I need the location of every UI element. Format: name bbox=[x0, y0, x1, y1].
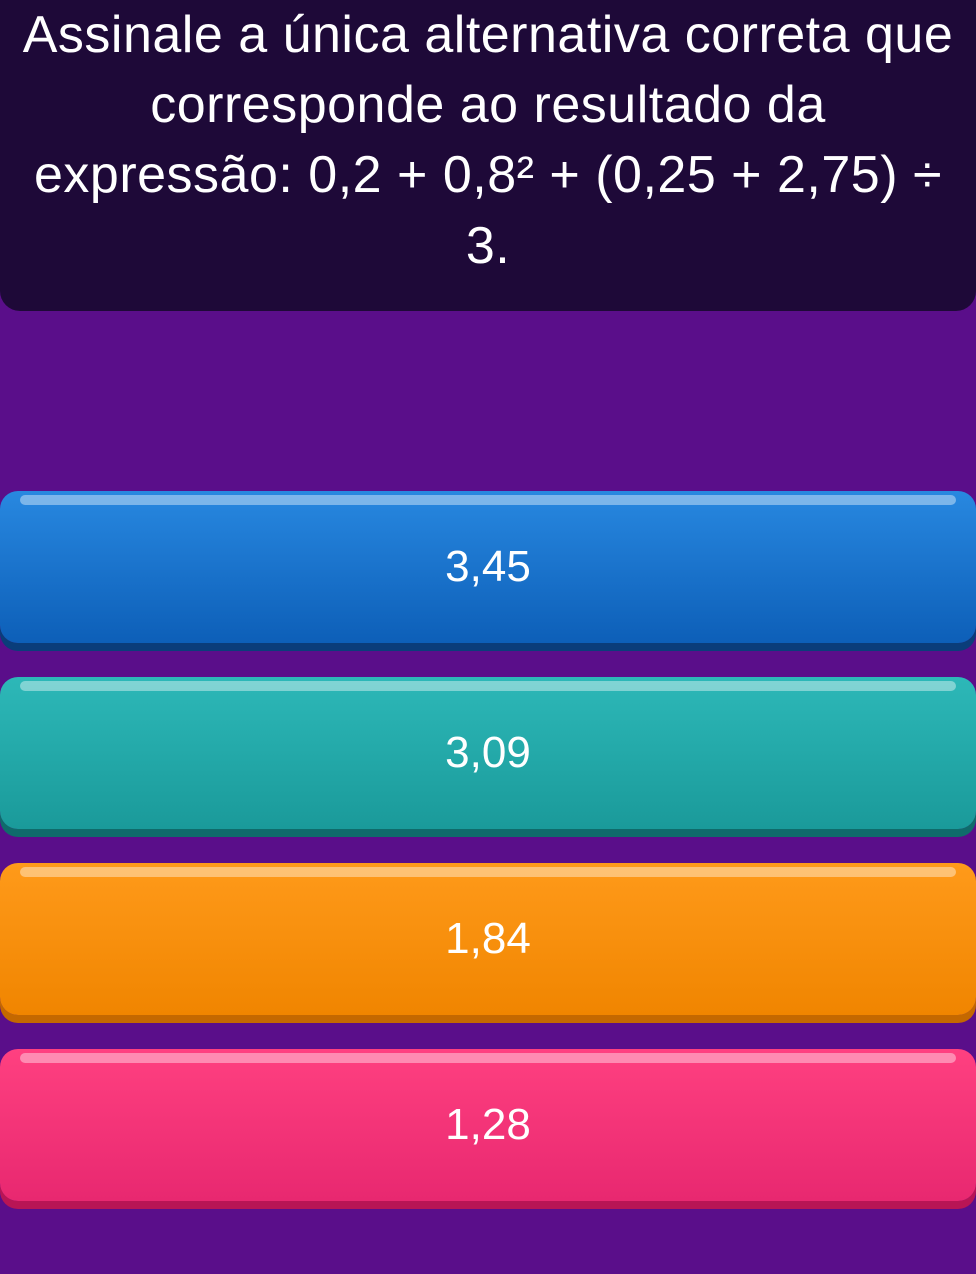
answer-option-2[interactable]: 3,09 bbox=[0, 677, 976, 829]
answer-option-3[interactable]: 1,84 bbox=[0, 863, 976, 1015]
answer-option-1[interactable]: 3,45 bbox=[0, 491, 976, 643]
answers-container: 3,45 3,09 1,84 1,28 bbox=[0, 311, 976, 1201]
answer-label: 3,09 bbox=[445, 728, 531, 778]
answer-option-4[interactable]: 1,28 bbox=[0, 1049, 976, 1201]
answer-label: 3,45 bbox=[445, 542, 531, 592]
question-text: Assinale a única alternativa correta que… bbox=[20, 0, 956, 281]
answer-label: 1,84 bbox=[445, 914, 531, 964]
answer-label: 1,28 bbox=[445, 1100, 531, 1150]
question-panel: Assinale a única alternativa correta que… bbox=[0, 0, 976, 311]
